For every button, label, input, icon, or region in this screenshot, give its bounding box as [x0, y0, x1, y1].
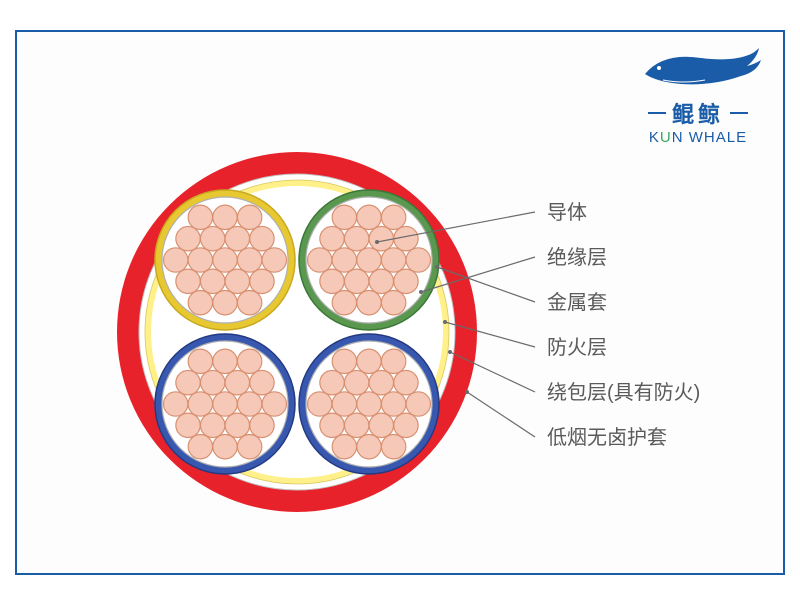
image-frame: 鲲鲸 KUN WHALE 导体绝缘层金属套防火层绕包层(具有防火) 低烟无卤护套 — [15, 30, 785, 575]
cable-cross-section-diagram: 导体绝缘层金属套防火层绕包层(具有防火) 低烟无卤护套 — [77, 122, 737, 562]
logo-cn-text: 鲲鲸 — [672, 97, 724, 129]
layer-label: 绝缘层 — [547, 246, 607, 269]
logo-line-left — [648, 112, 666, 114]
cable-core — [155, 334, 295, 474]
layer-label: 低烟无卤护套 — [547, 426, 667, 449]
logo-line-right — [730, 112, 748, 114]
whale-icon — [633, 44, 763, 92]
layer-label: 导体 — [547, 201, 587, 224]
layer-label: 金属套 — [547, 291, 607, 314]
brand-logo: 鲲鲸 KUN WHALE — [633, 44, 763, 146]
cable-core — [299, 334, 439, 474]
layer-label: 绕包层(具有防火) — [547, 381, 700, 404]
layer-label: 防火层 — [547, 336, 607, 359]
logo-cn-row: 鲲鲸 — [633, 97, 763, 129]
logo-en-text: KUN WHALE — [633, 129, 763, 146]
cable-core — [299, 190, 439, 330]
cable-core — [155, 190, 295, 330]
